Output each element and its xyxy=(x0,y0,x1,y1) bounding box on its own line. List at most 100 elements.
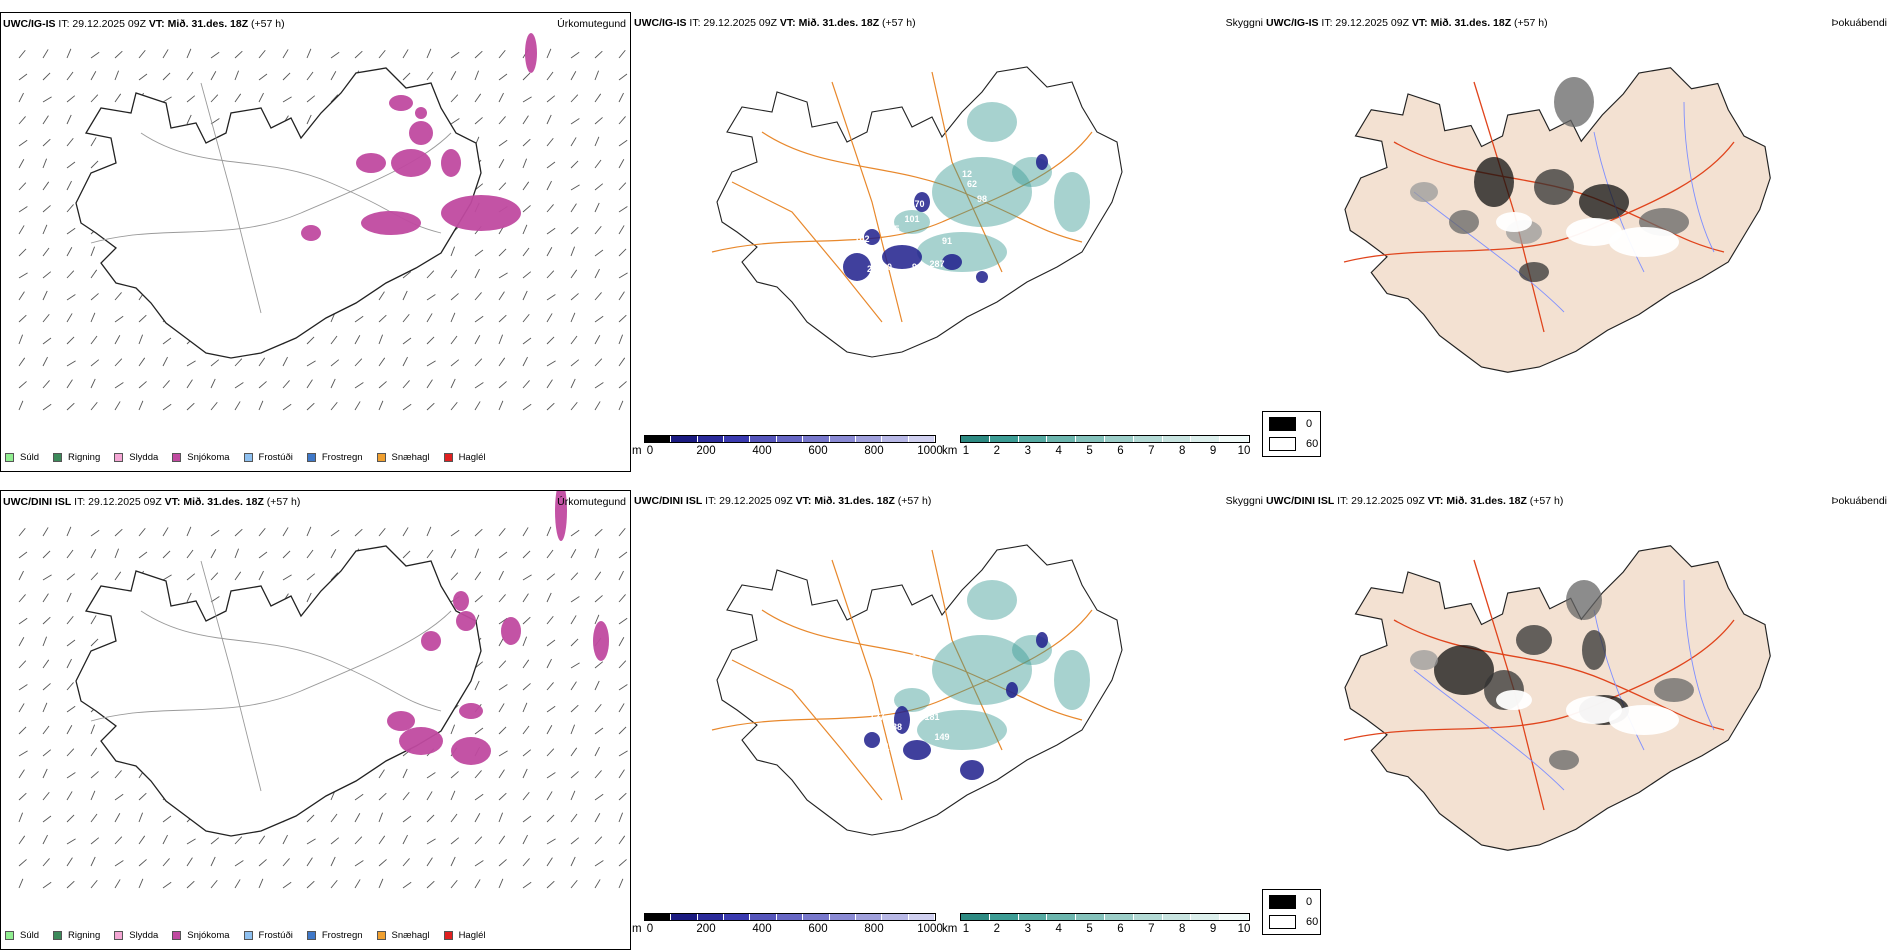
low-visibility-area xyxy=(894,688,930,712)
legend-swatch xyxy=(443,453,453,462)
snow-area xyxy=(409,121,433,145)
visibility-value-label: 37 xyxy=(862,682,872,692)
glacier-area xyxy=(1609,227,1679,257)
legend-swatch xyxy=(53,931,63,940)
fog-map-row2 xyxy=(1343,545,1771,851)
legend-label: Haglél xyxy=(458,452,486,463)
panel-title: UWC/IG-IS IT: 29.12.2025 09Z VT: Mið. 31… xyxy=(634,17,916,29)
visibility-bar-tick: 6 xyxy=(1117,923,1124,935)
legend-label: Rigning xyxy=(68,452,101,463)
visibility-value-label: 127 xyxy=(869,712,884,722)
fog-legend: 0 60 xyxy=(1262,889,1321,935)
visibility-bar-tick: 10 xyxy=(1237,445,1251,457)
legend-label: Snjókoma xyxy=(187,930,230,941)
snow-area xyxy=(356,153,386,173)
legend-label: Frostúði xyxy=(258,930,293,941)
visibility-bar-tick: 3 xyxy=(1024,923,1031,935)
visibility-bar-gradient xyxy=(960,913,1250,921)
visibility-value-label: 45 xyxy=(892,602,902,612)
visibility-bar-unit: km xyxy=(942,923,958,935)
visibility-bar-tick: 10 xyxy=(1237,923,1251,935)
fog-high-swatch xyxy=(1269,895,1296,909)
snow-area xyxy=(459,703,483,719)
visibility-bar-tick: 7 xyxy=(1148,445,1155,457)
panel-title: UWC/IG-IS IT: 29.12.2025 09Z VT: Mið. 31… xyxy=(1266,17,1548,29)
visibility-value-label: 17 xyxy=(912,652,922,662)
legend-item-snæhagl: Snæhagl xyxy=(376,452,430,463)
visibility-value-label: 91 xyxy=(942,236,952,246)
fog-area xyxy=(1582,630,1606,670)
visibility-value-label: 100 xyxy=(899,622,914,632)
fog-area xyxy=(1566,580,1602,620)
height-bar-tick: 800 xyxy=(864,923,884,935)
legend-label: Slydda xyxy=(129,452,159,463)
glacier-area xyxy=(1496,690,1532,710)
height-bar-unit: m xyxy=(632,445,642,457)
snow-area xyxy=(441,149,461,177)
visibility-value-label: 24 xyxy=(867,647,877,657)
panel-title: UWC/DINI ISL IT: 29.12.2025 09Z VT: Mið.… xyxy=(634,495,932,507)
visibility-value-label: 190 xyxy=(884,742,899,752)
precip-map-row1 xyxy=(18,33,628,411)
fog-legend: 0 60 xyxy=(1262,411,1321,457)
fog-high-label: 0 xyxy=(1306,418,1313,430)
visibility-bar-tick: 5 xyxy=(1086,445,1093,457)
height-bar-tick: 800 xyxy=(864,445,884,457)
visibility-bar-tick: 4 xyxy=(1055,923,1062,935)
fog-area xyxy=(1474,157,1514,207)
legend-swatch xyxy=(376,453,386,462)
legend-swatch xyxy=(376,931,386,940)
panel-title: UWC/DINI ISL IT: 29.12.2025 09Z VT: Mið.… xyxy=(3,496,301,508)
visibility-value-label: 181 xyxy=(924,712,939,722)
legend-item-frostúði: Frostúði xyxy=(243,930,293,941)
fog-area xyxy=(1434,645,1494,695)
glacier-area xyxy=(1566,696,1622,724)
legend-label: Súld xyxy=(20,452,40,463)
precip-panel-row1: UWC/IG-IS IT: 29.12.2025 09Z VT: Mið. 31… xyxy=(0,12,631,472)
legend-swatch xyxy=(172,453,182,462)
panel-title: UWC/IG-IS IT: 29.12.2025 09Z VT: Mið. 31… xyxy=(3,18,285,30)
visibility-value-label: 13 xyxy=(847,707,857,717)
visibility-value-label: 34 xyxy=(882,632,892,642)
legend-label: Rigning xyxy=(68,930,101,941)
legend-item-frostregn: Frostregn xyxy=(306,452,363,463)
fog-map-row1 xyxy=(1343,67,1771,373)
height-area xyxy=(1036,632,1048,648)
fog-area xyxy=(1516,625,1552,655)
visibility-value-label: 243 xyxy=(924,279,939,289)
visibility-value-label: 87 xyxy=(907,612,917,622)
low-visibility-area xyxy=(1054,172,1090,232)
height-area xyxy=(960,760,984,780)
height-bar-tick: 0 xyxy=(646,923,654,935)
legend-label: Snæhagl xyxy=(391,452,430,463)
precip-map-row2 xyxy=(18,491,628,889)
legend-item-haglél: Haglél xyxy=(443,452,486,463)
height-bar-tick: 400 xyxy=(752,445,772,457)
height-area xyxy=(864,732,880,748)
legend-swatch xyxy=(306,931,316,940)
fog-high-swatch xyxy=(1269,417,1296,431)
fog-area xyxy=(1554,77,1594,127)
legend-swatch xyxy=(172,931,182,940)
fog-panel-row2: UWC/DINI ISL IT: 29.12.2025 09Z VT: Mið.… xyxy=(1264,490,1895,950)
panel-label: Úrkomutegund xyxy=(557,18,626,30)
visibility-value-label: 20 xyxy=(867,264,877,274)
fog-panel-row1: UWC/IG-IS IT: 29.12.2025 09Z VT: Mið. 31… xyxy=(1264,12,1895,472)
glacier-area xyxy=(1566,218,1622,246)
legend-swatch xyxy=(114,931,124,940)
visibility-bar-tick: 9 xyxy=(1209,923,1217,935)
panel-label: Skyggni xyxy=(1225,17,1263,29)
snow-area xyxy=(387,711,415,731)
visibility-colorbar: km 1 2 3 4 5 6 7 8 9 10 xyxy=(942,435,1257,459)
legend-label: Slydda xyxy=(129,930,159,941)
fog-low-label: 60 xyxy=(1306,916,1319,928)
low-visibility-area xyxy=(894,210,930,234)
visibility-value-label: 102 xyxy=(854,234,869,244)
height-bar-tick: 0 xyxy=(646,445,654,457)
height-bar-unit: m xyxy=(632,923,642,935)
height-area xyxy=(914,192,930,212)
low-visibility-area xyxy=(917,710,1007,750)
legend-item-súld: Súld xyxy=(5,930,39,941)
visibility-value-label: 67 xyxy=(842,242,852,252)
